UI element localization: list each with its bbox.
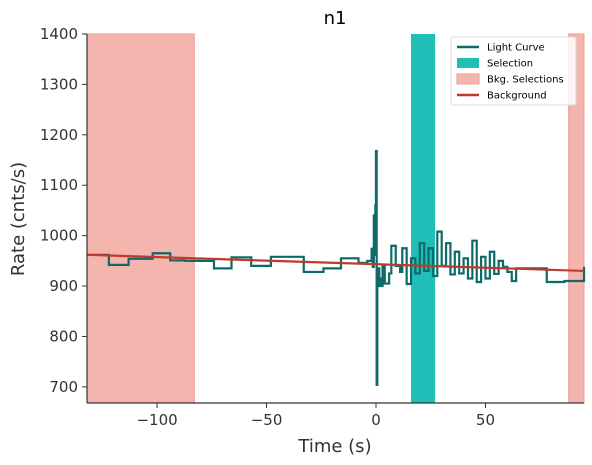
y-tick-label: 1200 bbox=[40, 126, 78, 144]
y-tick-label: 800 bbox=[49, 327, 78, 345]
x-tick-label: 0 bbox=[371, 411, 381, 429]
legend: Light Curve Selection Bkg. Selections Backg… bbox=[450, 36, 577, 106]
y-tick-label: 1400 bbox=[40, 25, 78, 43]
y-tick-label: 900 bbox=[49, 277, 78, 295]
legend-label: Background bbox=[487, 91, 547, 102]
background-line bbox=[86, 253, 585, 273]
y-tick-label: 1300 bbox=[40, 75, 78, 93]
x-tick-label: −50 bbox=[251, 411, 283, 429]
selection-span bbox=[411, 34, 436, 403]
background-layer bbox=[86, 253, 585, 273]
y-tick-label: 1100 bbox=[40, 176, 78, 194]
axes-layer bbox=[86, 34, 584, 404]
y-axis-label: Rate (cnts/s) bbox=[8, 162, 29, 276]
bkg-selection-span-0 bbox=[86, 33, 195, 404]
legend-frame bbox=[450, 36, 577, 106]
x-tick-label: 50 bbox=[476, 411, 495, 429]
legend-label: Light Curve bbox=[487, 43, 545, 54]
legend-label: Bkg. Selections bbox=[487, 75, 564, 86]
ticks-layer: −100 −50 0 50 700 800 900 1000 1100 1200 1300 1400 bbox=[40, 25, 495, 429]
y-tick-label: 1000 bbox=[40, 227, 78, 245]
y-tick-label: 700 bbox=[49, 378, 78, 396]
chart-title: n1 bbox=[324, 8, 347, 29]
x-axis-label: Time (s) bbox=[297, 436, 371, 457]
legend-swatch-patch bbox=[457, 58, 479, 68]
legend-label: Selection bbox=[487, 59, 533, 70]
x-tick-label: −100 bbox=[136, 411, 177, 429]
legend-swatch-patch bbox=[456, 73, 480, 85]
spans-layer bbox=[86, 33, 585, 404]
legend-items: Light Curve Selection Bkg. Selections Backg… bbox=[456, 43, 564, 102]
